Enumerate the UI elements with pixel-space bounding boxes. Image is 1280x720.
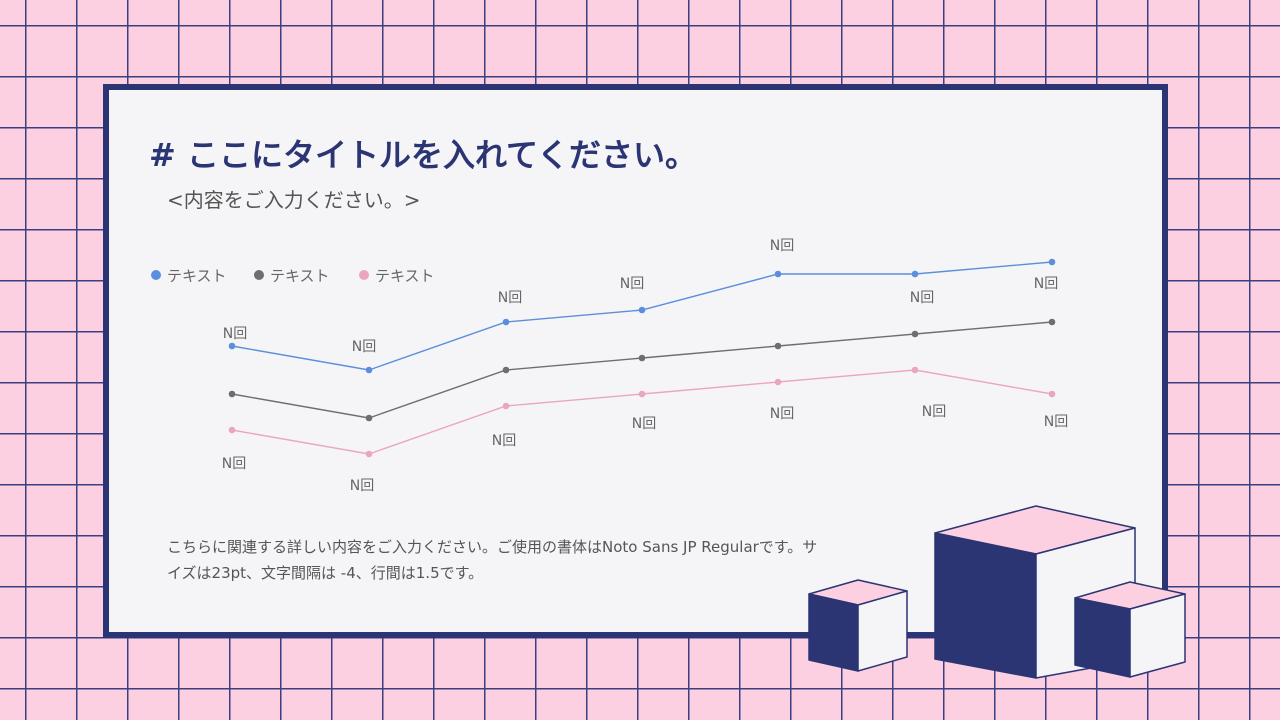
chart-data-labels: N回 N回 N回 N回 N回 N回 N回 N回 N回 N回 N回 N回 N回 N回	[222, 238, 1068, 494]
data-label: N回	[620, 276, 644, 292]
data-point	[774, 342, 782, 350]
data-point	[228, 342, 236, 350]
data-label: N回	[770, 238, 794, 254]
data-point	[1048, 390, 1056, 398]
data-point	[638, 390, 646, 398]
data-label: N回	[223, 326, 247, 342]
data-point	[1048, 318, 1056, 326]
data-label: N回	[492, 433, 516, 449]
chart-legend: テキスト テキスト テキスト	[151, 267, 435, 285]
data-point	[365, 414, 373, 422]
data-point	[638, 354, 646, 362]
legend-label: テキスト	[375, 267, 435, 285]
slide-subtitle: <内容をご入力ください。>	[167, 188, 421, 212]
data-point	[774, 378, 782, 386]
data-label: N回	[1044, 414, 1068, 430]
legend-dot-icon	[359, 270, 369, 280]
data-label: N回	[910, 290, 934, 306]
data-point	[911, 366, 919, 374]
data-point	[365, 450, 373, 458]
data-label: N回	[1034, 276, 1058, 292]
data-label: N回	[922, 404, 946, 420]
slide-title: # ここにタイトルを入れてください。	[149, 136, 698, 174]
content-card: # ここにタイトルを入れてください。 <内容をご入力ください。> こちらに関連す…	[103, 84, 1168, 638]
data-point	[502, 318, 510, 326]
data-point	[911, 270, 919, 278]
data-point	[502, 366, 510, 374]
data-point	[228, 426, 236, 434]
legend-item: テキスト	[359, 267, 435, 285]
legend-item: テキスト	[151, 267, 227, 285]
data-point	[638, 306, 646, 314]
data-label: N回	[498, 290, 522, 306]
data-point	[1048, 258, 1056, 266]
data-point	[365, 366, 373, 374]
data-label: N回	[770, 406, 794, 422]
data-label: N回	[222, 456, 246, 472]
data-label: N回	[352, 339, 376, 355]
data-point	[502, 402, 510, 410]
slide-body-text: こちらに関連する詳しい内容をご入力ください。ご使用の書体はNoto Sans J…	[167, 538, 818, 582]
legend-label: テキスト	[270, 267, 330, 285]
data-point	[228, 390, 236, 398]
legend-dot-icon	[254, 270, 264, 280]
legend-label: テキスト	[167, 267, 227, 285]
data-point	[911, 330, 919, 338]
legend-dot-icon	[151, 270, 161, 280]
legend-item: テキスト	[254, 267, 330, 285]
chart-lines	[228, 258, 1056, 458]
data-label: N回	[632, 416, 656, 432]
data-point	[774, 270, 782, 278]
data-label: N回	[350, 478, 374, 494]
